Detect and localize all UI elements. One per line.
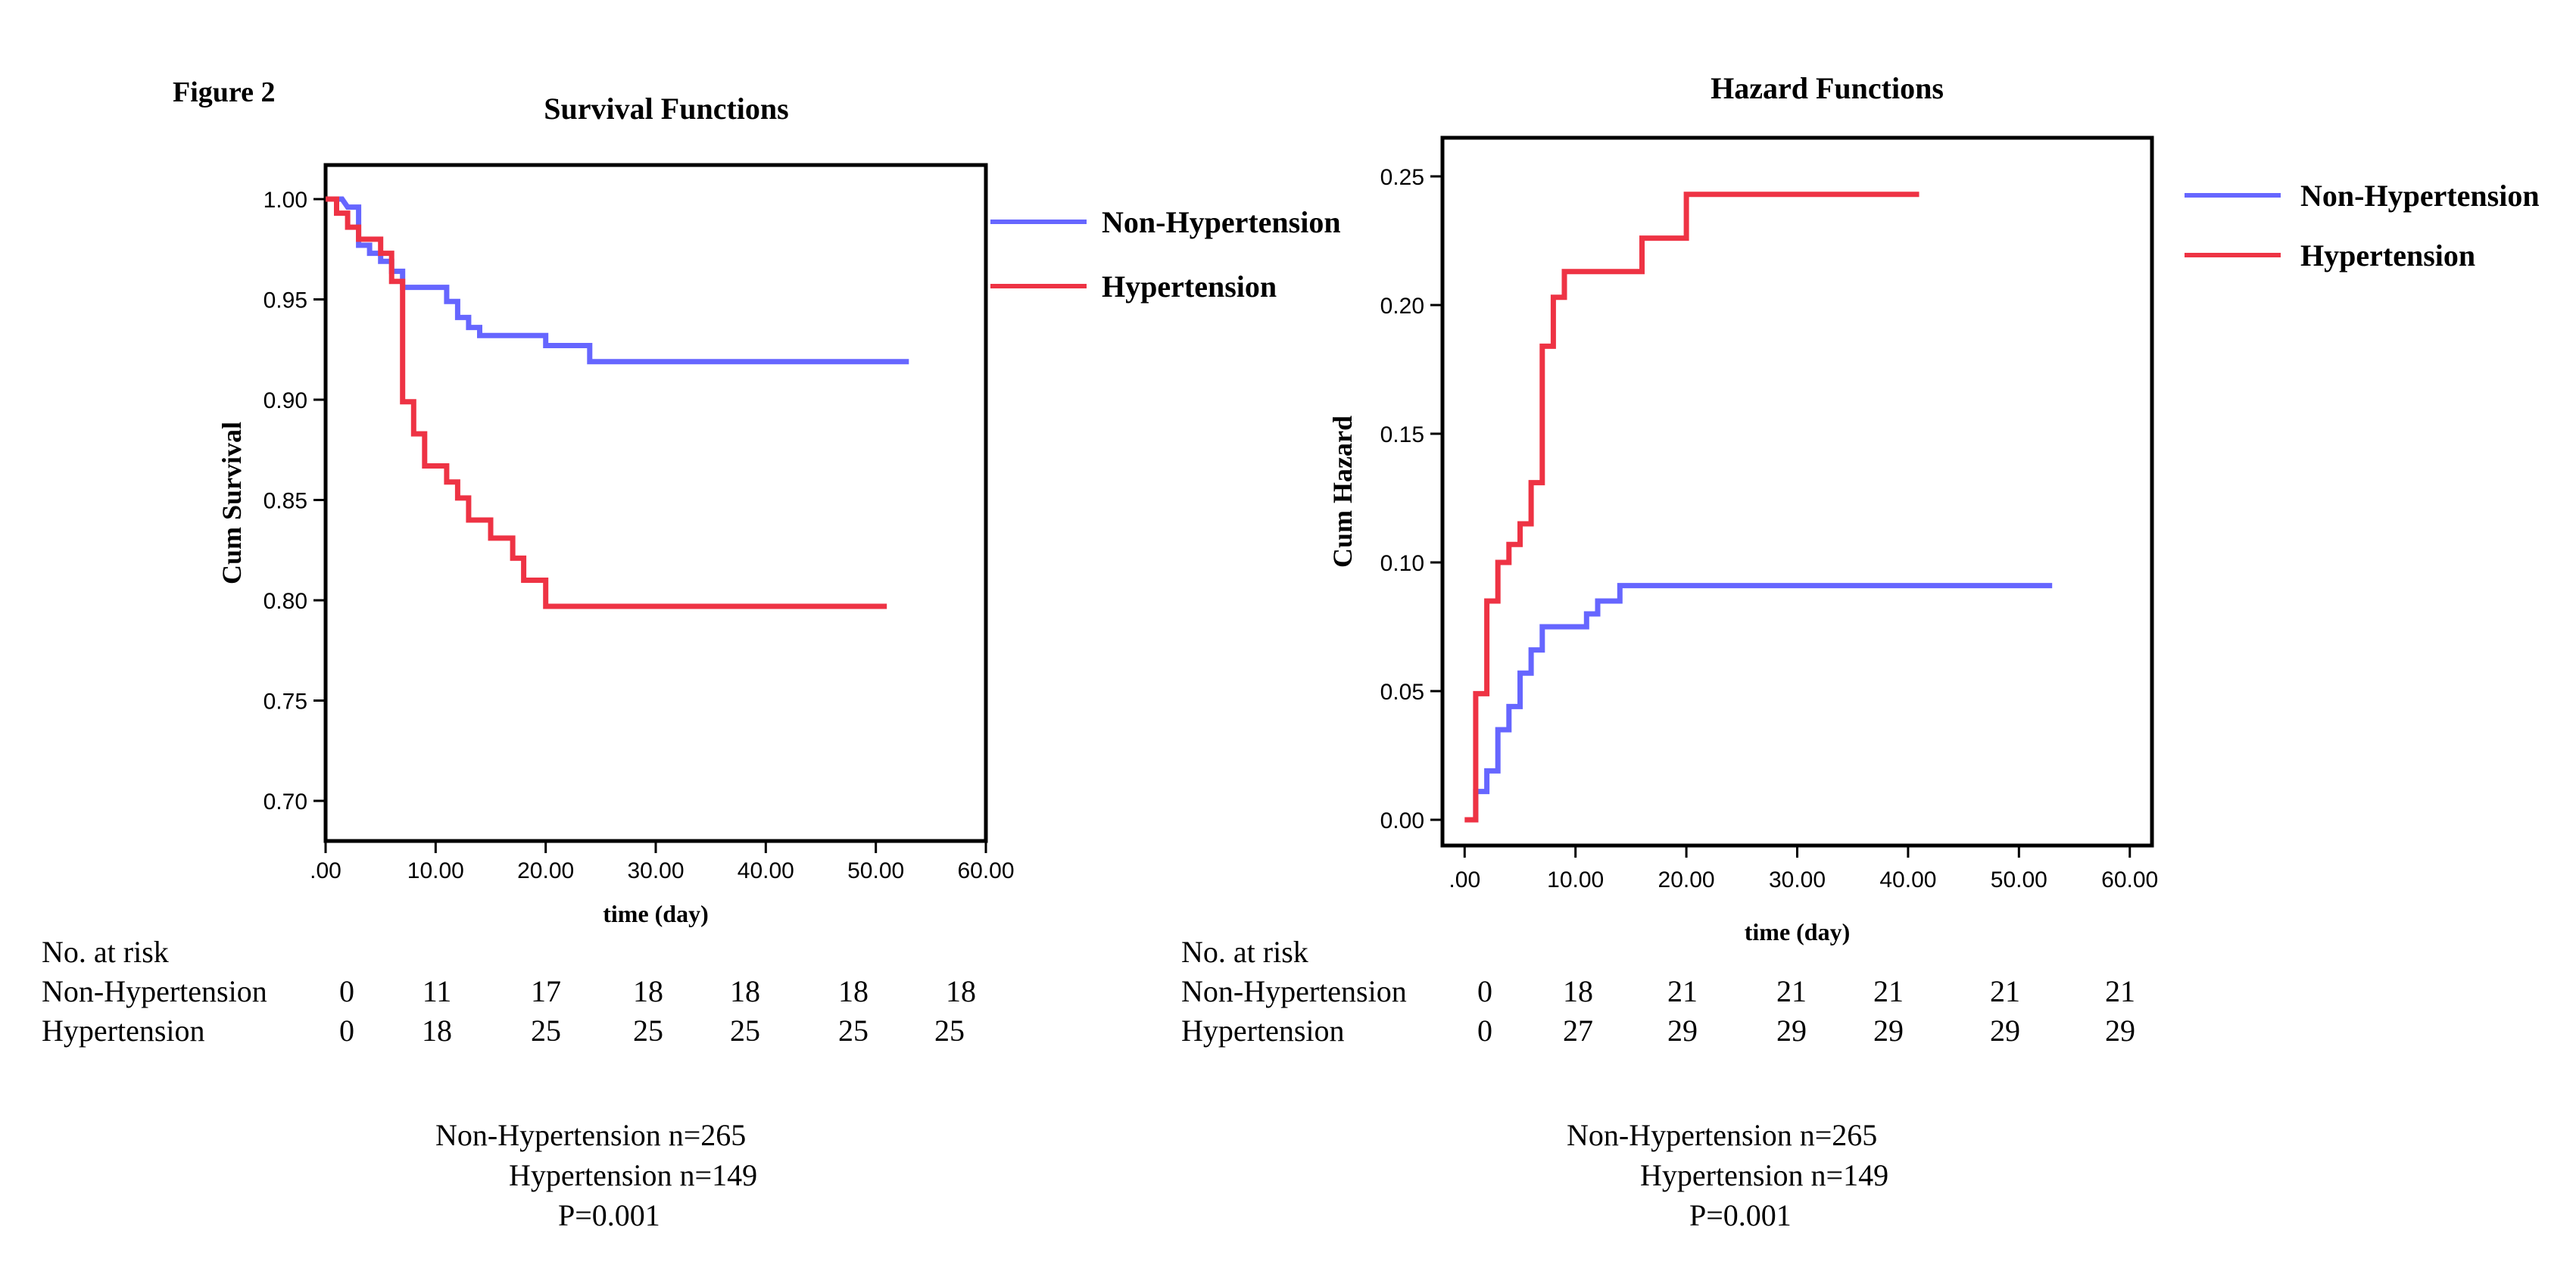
risk-value: 0 — [1477, 1014, 1492, 1048]
risk-row-non-hypertension: Non-Hypertension 0 11 17 18 18 18 18 — [42, 972, 1026, 1011]
risk-value: 0 — [339, 974, 354, 1008]
plot-frame — [323, 163, 988, 843]
x-tick-label: 50.00 — [1991, 867, 2047, 892]
stats-line: Non-Hypertension n=265 — [435, 1118, 747, 1152]
risk-row-label: Hypertension — [1181, 1014, 1345, 1048]
x-tick-label: .00 — [310, 858, 341, 883]
x-tick-label: 40.00 — [1879, 867, 1936, 892]
figure-label: Figure 2 — [173, 76, 276, 108]
legend-label: Non-Hypertension — [1102, 205, 1341, 239]
series-line-hypertension — [326, 196, 887, 609]
x-tick-label: 20.00 — [517, 858, 574, 883]
risk-value: 25 — [531, 1014, 561, 1048]
y-tick-label: 0.70 — [264, 790, 307, 814]
risk-value: 29 — [1667, 1014, 1698, 1048]
legend-label: Hypertension — [1102, 269, 1277, 304]
x-tick-label: 40.00 — [738, 858, 794, 883]
x-tick-label: 60.00 — [957, 858, 1014, 883]
chart-title: Hazard Functions — [1711, 71, 1944, 105]
y-axis-label: Cum Hazard — [1327, 416, 1358, 568]
x-tick-label: 30.00 — [1769, 867, 1826, 892]
risk-value: 25 — [730, 1014, 760, 1048]
y-tick-label: 0.95 — [264, 288, 307, 313]
risk-value: 29 — [1776, 1014, 1807, 1048]
stats-line: P=0.001 — [1689, 1198, 1792, 1232]
y-tick-label: 0.00 — [1380, 808, 1424, 833]
chart-title: Survival Functions — [544, 92, 788, 126]
survival-chart: Survival Functions 0.70 0.75 0.80 0.85 0.90 0.… — [217, 92, 1341, 927]
y-tick-label: 0.85 — [264, 489, 307, 514]
stats-line: Hypertension n=149 — [1640, 1158, 1889, 1192]
x-tick-label: 10.00 — [407, 858, 464, 883]
risk-value: 21 — [2105, 974, 2135, 1008]
risk-value: 18 — [730, 974, 760, 1008]
x-tick-label: 60.00 — [2101, 867, 2158, 892]
risk-value: 18 — [946, 974, 976, 1008]
risk-value: 27 — [1563, 1014, 1593, 1048]
risk-row-label: Non-Hypertension — [1181, 974, 1407, 1008]
risk-value: 29 — [2105, 1014, 2135, 1048]
legend-label: Hypertension — [2300, 238, 2475, 273]
risk-row-non-hypertension: Non-Hypertension 0 18 21 21 21 21 21 — [1181, 972, 2166, 1011]
x-tick-label: .00 — [1449, 867, 1480, 892]
x-tick-label: 10.00 — [1547, 867, 1604, 892]
risk-value: 0 — [1477, 974, 1492, 1008]
stats-line: Hypertension n=149 — [509, 1158, 758, 1192]
stats-line: P=0.001 — [558, 1198, 660, 1232]
risk-heading: No. at risk — [1181, 935, 1308, 969]
risk-value: 25 — [934, 1014, 965, 1048]
y-tick-label: 0.90 — [264, 388, 307, 413]
risk-value: 18 — [422, 1014, 452, 1048]
risk-row-hypertension: Hypertension 0 18 25 25 25 25 25 — [42, 1011, 1026, 1051]
risk-value: 18 — [1563, 974, 1593, 1008]
y-tick-label: 0.80 — [264, 589, 307, 614]
x-axis-label: time (day) — [1745, 918, 1851, 945]
risk-value: 18 — [633, 974, 663, 1008]
y-tick-label: 0.25 — [1380, 165, 1424, 190]
x-tick-label: 50.00 — [847, 858, 904, 883]
risk-value: 21 — [1873, 974, 1904, 1008]
risk-value: 25 — [633, 1014, 663, 1048]
risk-row-hypertension: Hypertension 0 27 29 29 29 29 29 — [1181, 1011, 2166, 1051]
plot-frame — [1440, 135, 2154, 848]
series-line-non-hypertension — [1470, 583, 2053, 823]
x-tick-label: 20.00 — [1658, 867, 1715, 892]
y-tick-label: 0.20 — [1380, 294, 1424, 319]
series-line-hypertension — [1464, 192, 1920, 823]
risk-value: 18 — [838, 974, 869, 1008]
risk-table-hazard: No. at risk Non-Hypertension 0 18 21 21 … — [1181, 933, 2166, 1051]
risk-value: 29 — [1873, 1014, 1904, 1048]
y-tick-label: 0.10 — [1380, 551, 1424, 576]
x-axis-label: time (day) — [603, 900, 709, 927]
risk-value: 29 — [1990, 1014, 2020, 1048]
y-tick-label: 0.15 — [1380, 422, 1424, 447]
hazard-chart: Hazard Functions 0.00 0.05 0.10 0.15 0.20 0.25… — [1327, 71, 2540, 945]
risk-value: 17 — [531, 974, 561, 1008]
risk-value: 21 — [1667, 974, 1698, 1008]
risk-value: 21 — [1990, 974, 2020, 1008]
risk-heading: No. at risk — [42, 935, 169, 969]
y-tick-label: 1.00 — [264, 188, 307, 213]
y-tick-label: 0.05 — [1380, 680, 1424, 705]
risk-row-label: Non-Hypertension — [42, 974, 267, 1008]
risk-value: 21 — [1776, 974, 1807, 1008]
risk-value: 25 — [838, 1014, 869, 1048]
risk-value: 11 — [422, 974, 452, 1008]
x-tick-label: 30.00 — [627, 858, 684, 883]
series-line-non-hypertension — [326, 196, 909, 365]
y-tick-label: 0.75 — [264, 690, 307, 715]
risk-value: 0 — [339, 1014, 354, 1048]
legend-label: Non-Hypertension — [2300, 179, 2540, 213]
risk-row-label: Hypertension — [42, 1014, 205, 1048]
y-axis-label: Cum Survival — [217, 422, 247, 584]
risk-table-survival: No. at risk Non-Hypertension 0 11 17 18 … — [42, 933, 1026, 1051]
stats-line: Non-Hypertension n=265 — [1567, 1118, 1878, 1152]
